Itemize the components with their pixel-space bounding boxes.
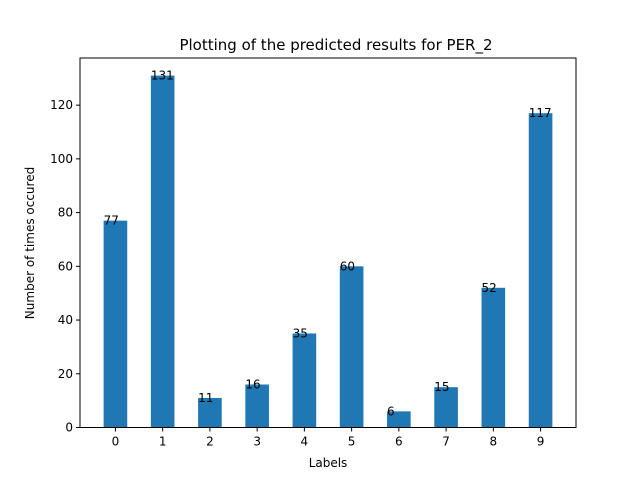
chart-title: Plotting of the predicted results for PE… <box>179 36 492 55</box>
y-tick-label-120: 120 <box>50 98 73 112</box>
x-tick-label-5: 5 <box>348 435 356 449</box>
x-tick-label-9: 9 <box>537 435 545 449</box>
data-label-3: 16 <box>245 378 260 392</box>
data-label-2: 11 <box>198 391 213 405</box>
x-tick-label-6: 6 <box>395 435 403 449</box>
plot-frame <box>79 57 577 428</box>
y-tick-label-40: 40 <box>58 313 73 327</box>
bar-0 <box>103 220 128 428</box>
data-label-0: 77 <box>104 214 119 228</box>
bar-6 <box>387 411 411 428</box>
y-tick-label-100: 100 <box>50 152 73 166</box>
y-tick-label-0: 0 <box>65 421 73 435</box>
x-axis-label: Labels <box>309 456 348 470</box>
data-label-6: 6 <box>387 404 395 418</box>
bar-9 <box>528 113 553 428</box>
data-label-1: 131 <box>151 69 174 83</box>
bar-8 <box>481 287 506 428</box>
bar-5 <box>339 266 364 428</box>
data-label-7: 15 <box>434 380 449 394</box>
bars-group <box>103 75 553 428</box>
data-label-5: 60 <box>340 259 355 273</box>
y-tick-label-20: 20 <box>58 367 73 381</box>
x-tick-label-4: 4 <box>301 435 309 449</box>
x-tick-label-2: 2 <box>206 435 214 449</box>
bar-7 <box>434 387 458 428</box>
data-labels-group: 77 131 11 16 35 60 6 15 52 117 <box>104 69 552 419</box>
bar-1 <box>150 75 175 428</box>
x-tick-label-8: 8 <box>490 435 498 449</box>
x-tick-label-3: 3 <box>253 435 261 449</box>
bar-2 <box>198 397 222 428</box>
x-axis: 0 1 2 3 4 5 6 7 8 9 <box>112 427 545 449</box>
data-label-9: 117 <box>529 106 552 120</box>
data-label-4: 35 <box>293 326 308 340</box>
y-tick-label-80: 80 <box>58 206 73 220</box>
bar-4 <box>292 333 317 428</box>
x-tick-label-7: 7 <box>442 435 450 449</box>
data-label-8: 52 <box>482 281 497 295</box>
x-tick-label-0: 0 <box>112 435 120 449</box>
y-axis-label: Number of times occured <box>23 167 37 319</box>
y-axis: 0 20 40 60 80 100 120 <box>50 98 80 435</box>
bar-3 <box>245 384 269 428</box>
y-tick-label-60: 60 <box>58 259 73 273</box>
x-tick-label-1: 1 <box>159 435 167 449</box>
